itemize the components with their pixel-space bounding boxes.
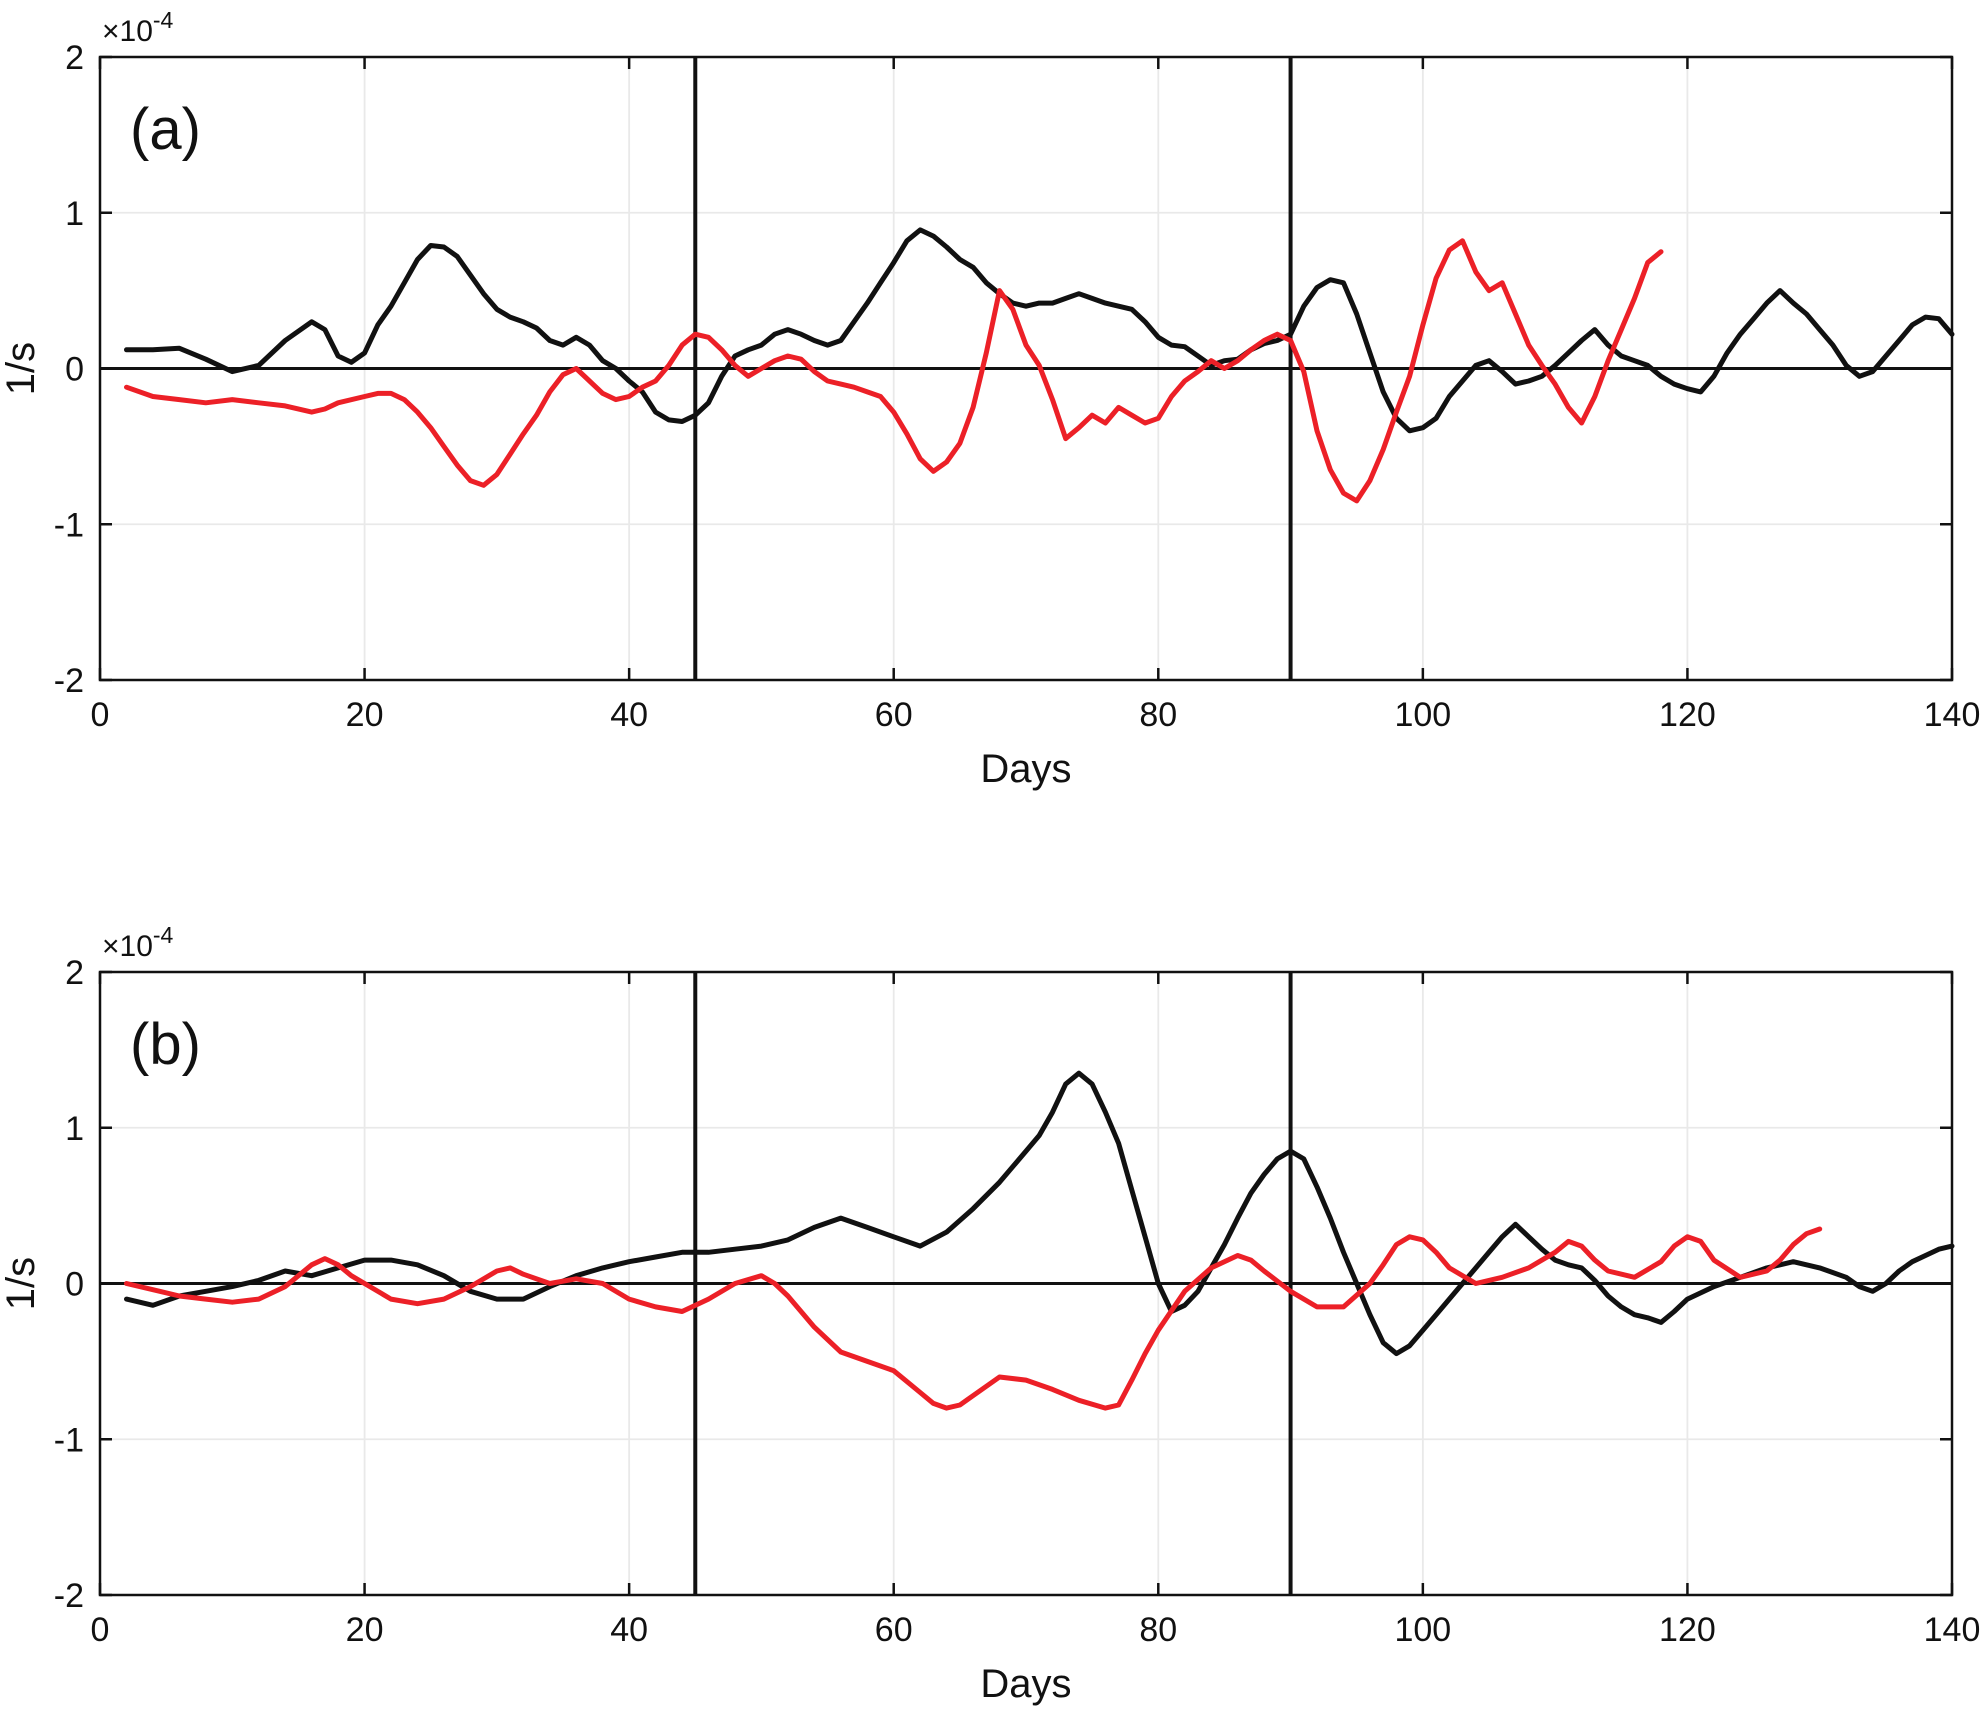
x-tick-label: 60 bbox=[875, 1611, 913, 1649]
y-tick-label: 1 bbox=[65, 1110, 84, 1148]
x-tick-label: 140 bbox=[1924, 696, 1981, 734]
x-tick-label: 100 bbox=[1394, 696, 1451, 734]
x-tick-label: 80 bbox=[1139, 696, 1177, 734]
x-tick-label: 20 bbox=[346, 696, 384, 734]
red-series-line bbox=[124, 1226, 1823, 1411]
y-tick-label: -2 bbox=[54, 1577, 84, 1615]
x-axis-label: Days bbox=[980, 1662, 1071, 1706]
x-tick-label: 0 bbox=[91, 1611, 110, 1649]
y-tick-label: 1 bbox=[65, 195, 84, 233]
y-tick-label: -1 bbox=[54, 1421, 84, 1459]
y-tick-label: -2 bbox=[54, 662, 84, 700]
x-tick-label: 20 bbox=[346, 1611, 384, 1649]
x-tick-label: 100 bbox=[1394, 1611, 1451, 1649]
x-tick-label: 120 bbox=[1659, 1611, 1716, 1649]
panel-a: 0 20 40 60 80 100 120 140 -2 -1 0 1 2 Days 1/s ×10-4 (a) bbox=[0, 7, 1980, 791]
panel-letter-label: (a) bbox=[130, 97, 201, 162]
y-axis-label: 1/s bbox=[0, 1257, 43, 1310]
x-tick-label: 0 bbox=[91, 696, 110, 734]
panel-b: 0 20 40 60 80 100 120 140 -2 -1 0 1 2 Days 1/s ×10-4 (b) bbox=[0, 922, 1980, 1706]
y-tick-label: 0 bbox=[65, 1266, 84, 1304]
y-axis-exponent: ×10-4 bbox=[102, 922, 174, 963]
black-series-line bbox=[124, 227, 1955, 434]
x-axis-label: Days bbox=[980, 747, 1071, 791]
x-tick-label: 40 bbox=[610, 696, 648, 734]
red-series-line bbox=[124, 238, 1664, 504]
x-tick-label: 140 bbox=[1924, 1611, 1981, 1649]
x-tick-label: 80 bbox=[1139, 1611, 1177, 1649]
y-axis-label: 1/s bbox=[0, 342, 43, 395]
x-tick-label: 40 bbox=[610, 1611, 648, 1649]
x-tick-label: 60 bbox=[875, 696, 913, 734]
y-tick-label: 0 bbox=[65, 351, 84, 389]
y-tick-label: -1 bbox=[54, 506, 84, 544]
y-tick-label: 2 bbox=[65, 39, 84, 77]
x-tick-label: 120 bbox=[1659, 696, 1716, 734]
y-tick-label: 2 bbox=[65, 954, 84, 992]
panel-letter-label: (b) bbox=[130, 1012, 201, 1077]
y-axis-exponent: ×10-4 bbox=[102, 7, 174, 48]
